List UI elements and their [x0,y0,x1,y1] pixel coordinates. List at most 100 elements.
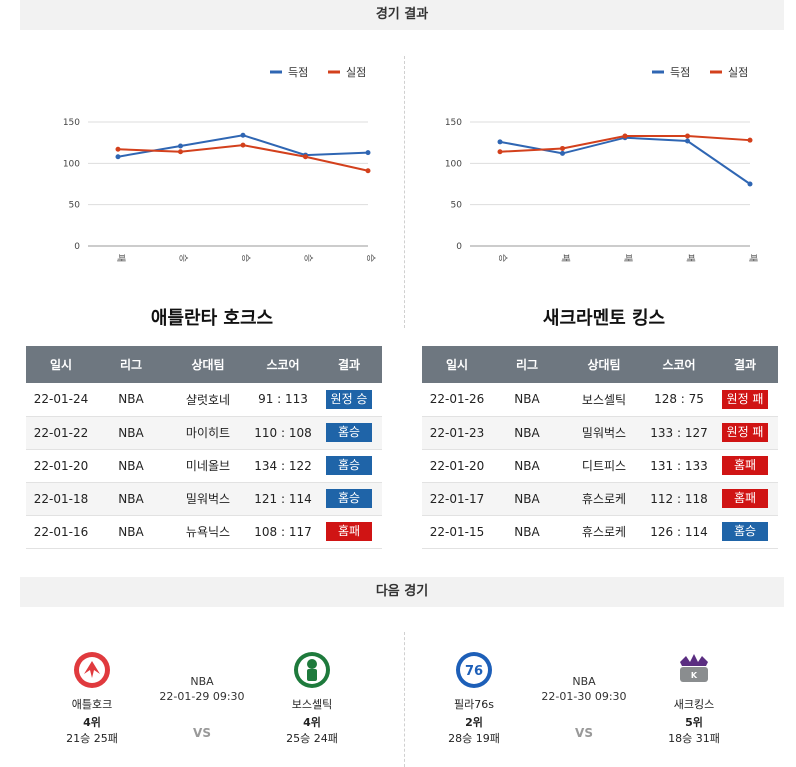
y-tick-label: 150 [445,118,462,128]
next-game-away-team[interactable]: K 새크킹스 5위 18승 31패 [654,640,734,746]
cell-date: 22-01-17 [422,482,492,516]
chart-kings: 득점 실점 0 50 100 150 승 패 패 패 패 [412,56,782,276]
cell-league: NBA [96,383,166,417]
next-game-home-team[interactable]: 애틀호크 4위 21승 25패 [52,640,132,746]
table-row: 22-01-20 NBA 디트피스 131 : 133 홈패 [422,449,778,483]
data-point [115,154,121,160]
cell-score: 112 : 118 [646,482,712,516]
match-datetime: 22-01-29 09:30 [159,690,245,703]
results-header: 경기 결과 [20,0,784,30]
cell-date: 22-01-22 [26,416,96,450]
legend-label: 실점 [346,66,366,79]
x-tick-label: 패 [560,254,571,262]
kings-line-chart: 득점 실점 0 50 100 150 승 패 패 패 패 [445,66,758,262]
team-title-hawks: 애틀란타 호크스 [150,308,274,329]
col-result: 결과 [712,346,778,383]
data-point [497,149,503,155]
col-opponent: 상대팀 [562,346,646,383]
next-divider [404,632,405,767]
cell-date: 22-01-20 [26,449,96,483]
cell-result: 홈승 [712,515,778,549]
cell-league: NBA [96,482,166,516]
team-record: 25승 24패 [286,732,338,745]
result-badge: 홈승 [326,423,372,442]
table-row: 22-01-22 NBA 마이히트 110 : 108 홈승 [26,416,382,450]
data-point [747,137,753,143]
cell-score: 128 : 75 [646,383,712,417]
table-row: 22-01-18 NBA 밀워벅스 121 : 114 홈승 [26,482,382,516]
cell-result: 홈승 [316,416,382,450]
cell-league: NBA [96,416,166,450]
x-tick-label: 승 [240,254,251,262]
y-tick-label: 0 [74,242,80,252]
data-point [303,154,308,160]
series-line [499,136,751,185]
next-game-home-team[interactable]: 76 필라76s 2위 28승 19패 [434,640,514,746]
next-game-2: 76 필라76s 2위 28승 19패 NBA 22-01-30 09:30 V… [434,640,734,755]
cell-opponent: 디트피스 [562,449,646,483]
series-line [117,144,369,172]
cell-date: 22-01-16 [26,515,96,549]
cell-league: NBA [492,449,562,483]
result-badge: 원정 패 [722,423,768,442]
cell-opponent: 샬럿호네 [166,383,250,417]
next-game-away-team[interactable]: 보스셀틱 4위 25승 24패 [272,640,352,746]
data-point [240,132,246,138]
x-tick-label: 패 [115,254,126,262]
results-table-hawks: 일시 리그 상대팀 스코어 결과 22-01-24 NBA 샬럿호네 91 : 113… [26,346,382,549]
cell-league: NBA [492,416,562,450]
table-row: 22-01-24 NBA 샬럿호네 91 : 113 원정 승 [26,383,382,417]
76ers-logo-icon: 76 [454,650,494,690]
col-league: 리그 [492,346,562,383]
celtics-logo-icon [292,650,332,690]
cell-league: NBA [492,515,562,549]
y-tick-label: 100 [63,159,80,169]
cell-result: 홈패 [316,515,382,549]
team-rank: 4위 [303,716,321,729]
result-badge: 홈패 [326,522,372,541]
data-point [365,150,371,156]
table-row: 22-01-20 NBA 미네올브 134 : 122 홈승 [26,449,382,483]
cell-opponent: 밀워벅스 [166,482,250,516]
team-name: 애틀호크 [71,698,113,711]
cell-opponent: 뉴욕닉스 [166,515,250,549]
data-point [178,149,183,155]
cell-score: 91 : 113 [250,383,316,417]
cell-opponent: 미네올브 [166,449,250,483]
team-name: 보스셀틱 [291,698,333,711]
svg-text:76: 76 [465,664,483,679]
table-row: 22-01-17 NBA 휴스로케 112 : 118 홈패 [422,482,778,516]
col-date: 일시 [422,346,492,383]
data-point [497,139,503,145]
team-record: 28승 19패 [448,732,500,745]
result-badge: 홈패 [722,489,768,508]
result-badge: 홈승 [326,489,372,508]
cell-result: 홈패 [712,482,778,516]
result-badge: 원정 승 [326,389,372,409]
data-point [560,145,565,151]
x-tick-label: 패 [747,254,758,262]
col-score: 스코어 [250,346,316,383]
cell-score: 108 : 117 [250,515,316,549]
cell-result: 원정 승 [316,383,382,417]
x-tick-label: 승 [365,254,376,262]
hawks-logo-icon [72,650,112,690]
team-rank: 5위 [685,716,703,729]
y-tick-label: 0 [456,242,462,252]
data-point [365,168,371,174]
results-table-kings: 일시 리그 상대팀 스코어 결과 22-01-26 NBA 보스셀틱 128 : 75… [422,346,778,549]
cell-date: 22-01-18 [26,482,96,516]
cell-league: NBA [96,515,166,549]
cell-score: 134 : 122 [250,449,316,483]
x-tick-label: 패 [685,254,696,262]
x-tick-label: 승 [303,254,314,262]
vs-label: VS [193,726,211,740]
vs-label: VS [575,726,593,740]
match-datetime: 22-01-30 09:30 [541,690,627,703]
next-game-1: 애틀호크 4위 21승 25패 NBA 22-01-29 09:30 VS 보스… [52,640,352,755]
col-opponent: 상대팀 [166,346,250,383]
cell-result: 원정 패 [712,416,778,450]
table-row: 22-01-15 NBA 휴스로케 126 : 114 홈승 [422,515,778,549]
result-badge: 원정 패 [722,389,768,409]
table-row: 22-01-23 NBA 밀워벅스 133 : 127 원정 패 [422,416,778,450]
